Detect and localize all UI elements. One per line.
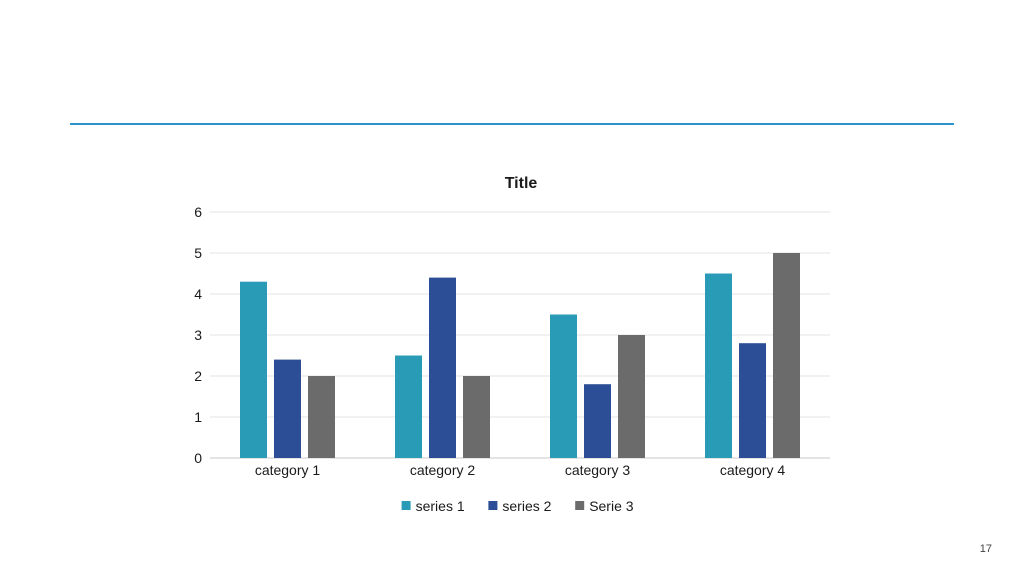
bar-2-2: [429, 277, 456, 458]
y-tick-label: 6: [194, 204, 202, 220]
legend-label-1: series 1: [416, 498, 465, 514]
y-tick-label: 4: [194, 286, 202, 302]
y-tick-label: 1: [194, 409, 202, 425]
x-tick-label: category 4: [720, 462, 786, 478]
chart-title: Title: [505, 175, 538, 192]
bar-1-3: [550, 314, 577, 458]
bar-1-1: [240, 281, 267, 458]
legend-swatch-2: [488, 501, 498, 510]
bar-1-2: [395, 355, 422, 458]
y-tick-label: 3: [194, 327, 202, 343]
page-number: 17: [979, 543, 992, 555]
bar-3-1: [308, 376, 335, 458]
bar-2-1: [274, 359, 301, 458]
legend-swatch-1: [401, 501, 411, 510]
bar-3-3: [618, 335, 645, 458]
x-tick-label: category 2: [410, 462, 476, 478]
bar-2-4: [739, 343, 766, 458]
y-tick-label: 0: [194, 450, 202, 466]
title-rule: [70, 123, 954, 125]
bar-1-4: [705, 273, 732, 458]
bar-3-2: [463, 376, 490, 458]
y-tick-label: 2: [194, 368, 202, 384]
x-tick-label: category 3: [565, 462, 631, 478]
y-tick-label: 5: [194, 245, 202, 261]
x-tick-label: category 1: [255, 462, 321, 478]
bar-3-4: [773, 253, 800, 458]
legend-label-2: series 2: [502, 498, 551, 514]
legend-swatch-3: [575, 501, 585, 510]
legend-label-3: Serie 3: [589, 498, 634, 514]
bar-2-3: [584, 384, 611, 458]
